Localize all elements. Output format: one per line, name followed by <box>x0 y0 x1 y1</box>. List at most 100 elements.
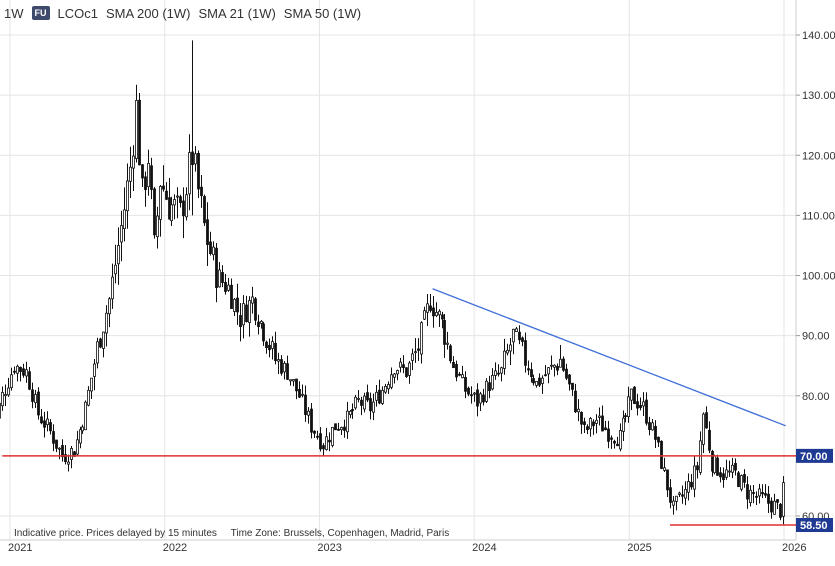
candle-body <box>251 296 254 304</box>
candle-body <box>144 176 147 190</box>
candle-body <box>307 410 310 416</box>
candle-body <box>334 423 337 431</box>
x-tick-label: 2026 <box>782 542 806 554</box>
candle-body <box>209 241 212 254</box>
x-tick-label: 2022 <box>163 542 187 554</box>
candle-body <box>200 186 203 197</box>
candle-body <box>197 152 200 190</box>
candle-body <box>580 411 583 425</box>
candle-body <box>696 465 699 471</box>
candle-body <box>693 465 696 490</box>
candle-body <box>758 488 761 497</box>
candle-body <box>601 415 604 432</box>
candle-body <box>16 365 19 374</box>
candle-body <box>340 427 343 431</box>
candle-body <box>349 410 352 416</box>
candle-body <box>165 190 168 200</box>
candle-body <box>420 322 423 355</box>
interval-selector[interactable]: 1W <box>4 5 24 21</box>
candle-body <box>81 426 84 432</box>
candle-body <box>242 303 245 326</box>
candle-body <box>354 396 357 409</box>
candle-body <box>138 99 141 166</box>
candle-body <box>262 323 265 342</box>
indicator-sma-21[interactable]: SMA 21 (1W) <box>198 5 276 21</box>
candle-body <box>538 377 541 386</box>
candle-body <box>87 389 90 406</box>
candle-body <box>102 331 105 349</box>
candle-body <box>331 426 334 446</box>
candle-body <box>642 401 645 407</box>
candle-body <box>636 401 639 409</box>
candle-body <box>99 338 102 348</box>
candle-body <box>749 489 752 504</box>
candle-body <box>159 186 162 220</box>
candle-body <box>556 365 559 371</box>
candle-body <box>432 307 435 317</box>
candle-body <box>497 372 500 375</box>
indicator-sma-50[interactable]: SMA 50 (1W) <box>283 5 362 21</box>
candle-body <box>722 473 725 481</box>
chart-toolbar: 1W FU LCOc1 SMA 200 (1W) SMA 21 (1W) SMA… <box>4 4 361 22</box>
candle-body <box>141 164 144 179</box>
candle-body <box>669 487 672 503</box>
trendline <box>432 288 786 427</box>
footer-note: Indicative price. Prices delayed by 15 m… <box>14 528 449 539</box>
indicator-sma-200[interactable]: SMA 200 (1W) <box>105 5 191 21</box>
delay-note: Indicative price. Prices delayed by 15 m… <box>14 528 217 539</box>
candle-body <box>150 165 153 190</box>
candle-body <box>530 369 533 378</box>
candle-body <box>521 337 524 342</box>
candle-body <box>574 390 577 413</box>
candle-body <box>455 364 458 378</box>
candle-body <box>248 300 251 323</box>
candle-body <box>64 454 67 463</box>
y-tick-label: 110.00 <box>802 210 835 222</box>
symbol-label[interactable]: LCOc1 <box>57 5 98 21</box>
x-tick-label: 2021 <box>8 542 32 554</box>
candle-body <box>657 436 660 443</box>
y-tick-label: 100.00 <box>802 271 835 283</box>
candle-body <box>254 298 257 321</box>
candle-body <box>343 426 346 431</box>
candle-body <box>260 320 263 324</box>
candle-body <box>527 368 530 371</box>
candle-body <box>627 396 630 418</box>
timezone-note: Time Zone: Brussels, Copenhagen, Madrid,… <box>230 528 450 539</box>
candle-body <box>221 272 224 283</box>
candle-body <box>467 387 470 395</box>
candle-body <box>639 404 642 409</box>
candle-body <box>13 370 16 373</box>
candle-body <box>257 321 260 327</box>
candle-body <box>319 433 322 450</box>
candle-body <box>245 304 248 322</box>
candle-body <box>541 377 544 384</box>
candle-body <box>132 155 135 169</box>
candle-body <box>0 402 1 419</box>
candle-body <box>218 269 221 288</box>
candle-body <box>31 389 34 402</box>
candle-body <box>185 194 188 218</box>
support-price-badge <box>796 518 833 533</box>
candle-body <box>369 398 372 412</box>
exchange-badge: FU <box>31 6 50 20</box>
candle-body <box>479 393 482 404</box>
candle-body <box>672 500 675 506</box>
candle-body <box>713 455 716 474</box>
candle-body <box>111 276 114 300</box>
candle-body <box>592 421 595 427</box>
candle-body <box>782 482 785 517</box>
candle-body <box>105 312 108 334</box>
candle-body <box>52 431 55 444</box>
y-tick-label: 140.00 <box>802 30 835 42</box>
candle-body <box>461 374 464 379</box>
candle-body <box>660 440 663 469</box>
candle-body <box>289 379 292 382</box>
candle-body <box>728 470 731 473</box>
candle-body <box>236 297 239 313</box>
candle-body <box>716 457 719 476</box>
candle-body <box>571 382 574 390</box>
candle-body <box>384 386 387 393</box>
candle-body <box>595 419 598 424</box>
